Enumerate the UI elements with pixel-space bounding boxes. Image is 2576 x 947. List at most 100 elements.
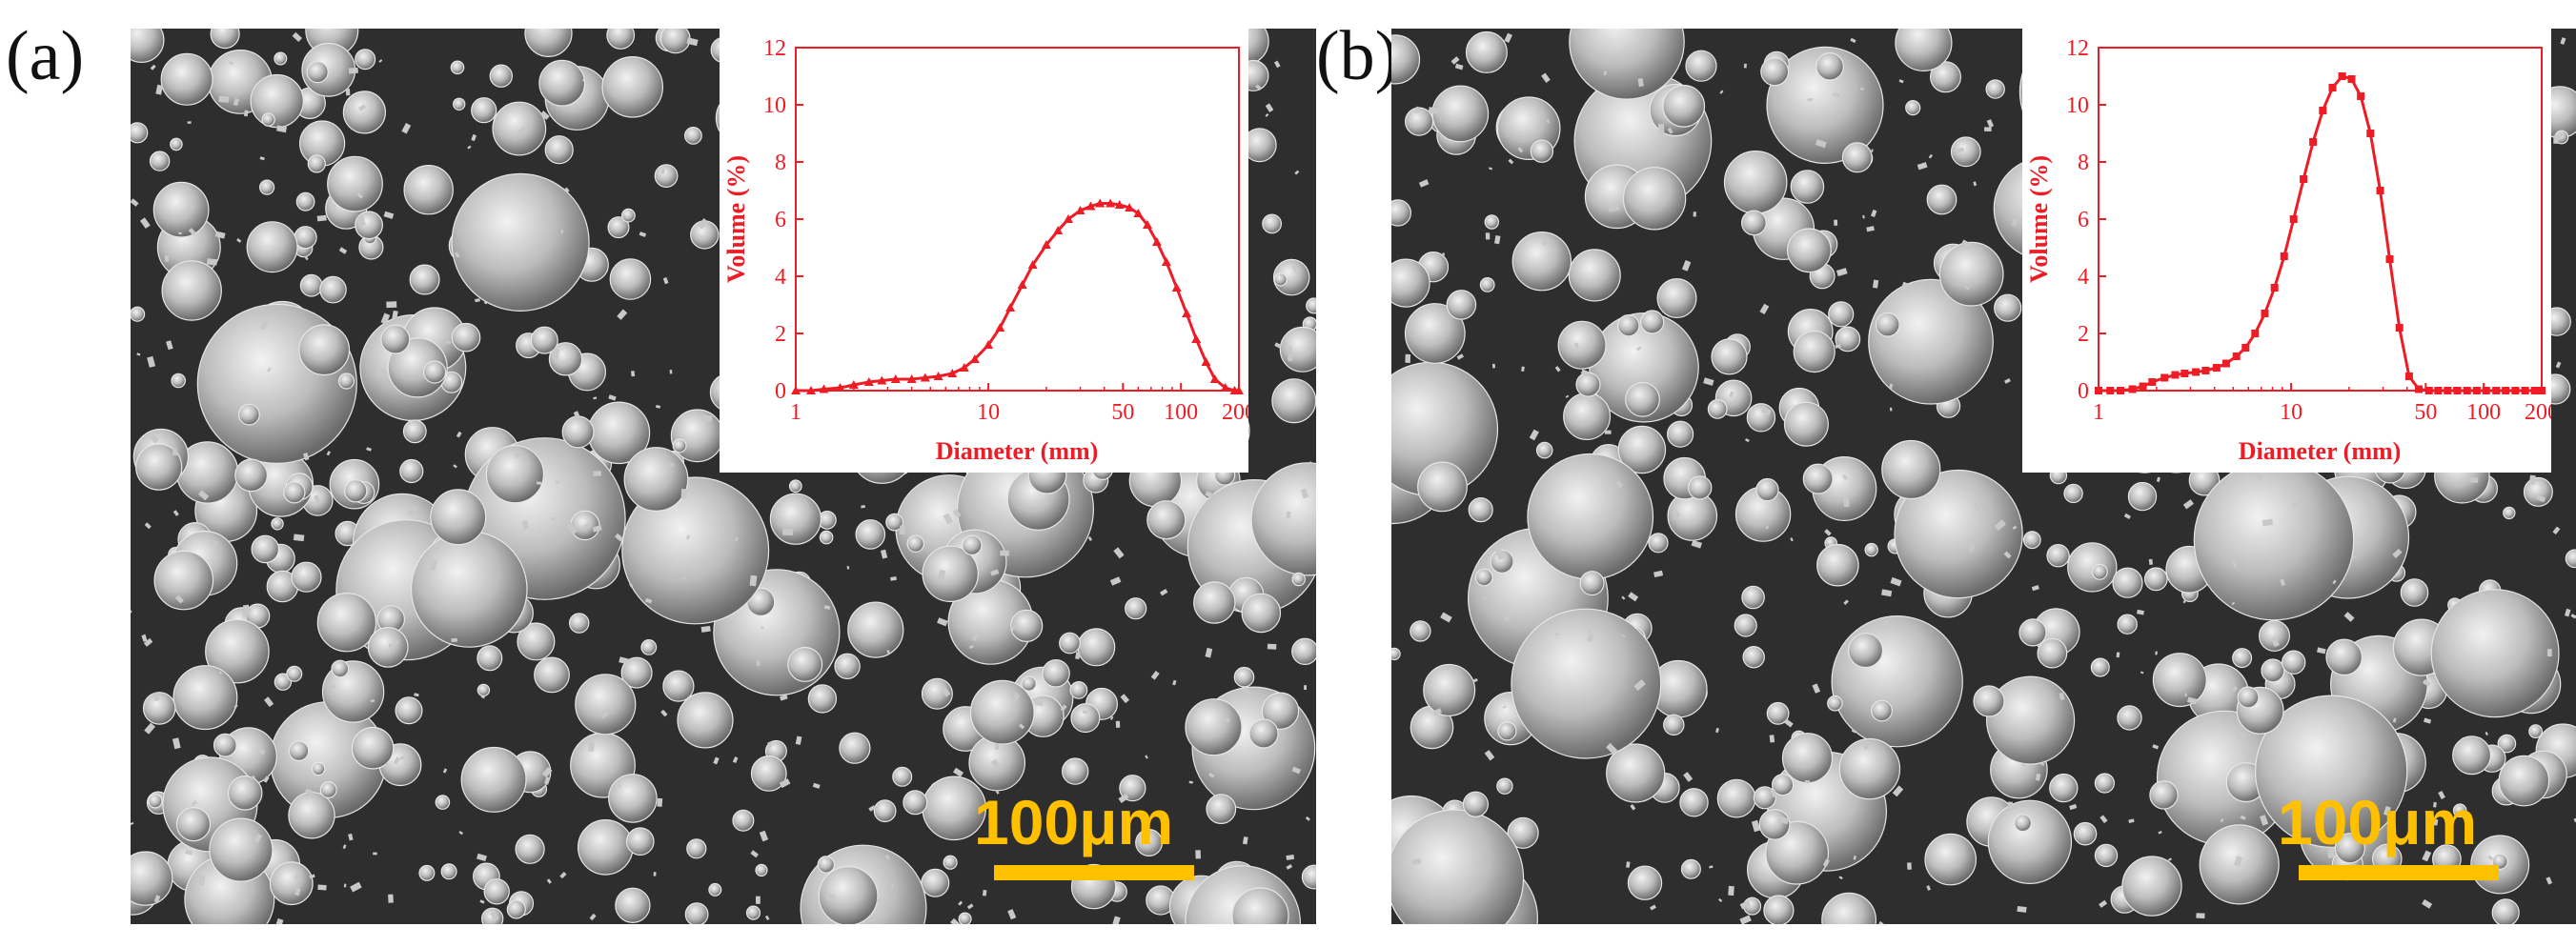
powder-flake	[1405, 353, 1411, 363]
powder-particle	[818, 866, 879, 924]
powder-particle	[1490, 549, 1514, 574]
powder-flake	[350, 881, 362, 893]
powder-flake	[1834, 219, 1838, 226]
powder-particle	[2523, 476, 2553, 507]
powder-flake	[552, 348, 560, 360]
data-point	[947, 369, 958, 377]
powder-particle	[807, 684, 838, 714]
powder-particle	[1802, 463, 1834, 494]
powder-flake	[143, 637, 153, 647]
powder-flake	[2422, 678, 2431, 687]
data-point	[1161, 257, 1171, 266]
powder-flake	[1300, 488, 1309, 499]
y-tick-label: 6	[775, 208, 786, 232]
powder-flake	[131, 608, 132, 616]
powder-flake	[2220, 817, 2224, 823]
powder-particle	[517, 622, 556, 661]
powder-flake	[546, 878, 552, 884]
powder-particle	[1042, 658, 1070, 688]
powder-particle	[2258, 619, 2290, 652]
powder-flake	[1605, 202, 1610, 208]
powder-flake	[2422, 850, 2432, 862]
powder-flake	[1718, 897, 1723, 902]
data-point	[791, 386, 801, 394]
powder-particle	[847, 601, 904, 658]
powder-particle	[1496, 777, 1513, 795]
powder-flake	[1286, 864, 1293, 870]
powder-flake	[388, 643, 393, 649]
powder-flake	[1836, 268, 1848, 277]
powder-particle	[817, 856, 836, 874]
powder-flake	[453, 464, 457, 469]
powder-flake	[1851, 729, 1856, 734]
powder-flake	[2560, 37, 2566, 45]
x-tick-label: 100	[1164, 400, 1198, 425]
powder-particle	[1233, 666, 1255, 688]
powder-particle	[524, 29, 573, 57]
powder-particle	[534, 656, 570, 694]
powder-particle	[1864, 542, 1878, 557]
scale-bar-a	[994, 865, 1194, 880]
powder-flake	[483, 301, 488, 305]
powder-particle	[885, 513, 903, 532]
x-axis-label: Diameter (mm)	[936, 437, 1099, 465]
powder-particle	[343, 479, 368, 503]
powder-flake	[1770, 788, 1777, 798]
powder-flake	[750, 850, 760, 858]
powder-flake	[1265, 103, 1274, 112]
powder-flake	[593, 471, 601, 476]
powder-particle	[440, 863, 457, 880]
powder-particle	[2013, 814, 2032, 833]
powder-particle	[1895, 29, 1953, 71]
data-point	[2530, 387, 2539, 394]
powder-flake	[2235, 730, 2248, 741]
powder-particle	[1474, 568, 1493, 587]
powder-flake	[1491, 363, 1495, 369]
powder-particle	[962, 534, 983, 556]
powder-particle	[403, 164, 454, 215]
powder-particle	[1010, 609, 1044, 643]
powder-particle	[2452, 803, 2467, 817]
powder-flake	[1291, 766, 1301, 775]
powder-particle	[921, 677, 953, 710]
powder-particle	[2073, 821, 2098, 846]
data-point	[1085, 201, 1096, 211]
powder-flake	[713, 756, 720, 765]
powder-flake	[2422, 898, 2433, 909]
powder-particle	[1755, 477, 1779, 502]
powder-flake	[1835, 343, 1841, 349]
data-point	[1125, 203, 1135, 212]
powder-flake	[1286, 511, 1291, 519]
powder-flake	[2158, 831, 2162, 835]
powder-flake	[172, 737, 181, 750]
powder-particle	[1656, 278, 1697, 319]
powder-flake	[1288, 346, 1292, 352]
data-point	[1143, 220, 1153, 229]
powder-particle	[477, 645, 503, 672]
powder-flake	[1637, 78, 1644, 87]
powder-flake	[2469, 476, 2479, 483]
powder-particle	[2121, 856, 2182, 917]
powder-particle	[609, 258, 652, 300]
powder-particle	[2193, 459, 2355, 621]
powder-flake	[1541, 236, 1550, 247]
data-point	[2251, 330, 2260, 337]
powder-flake	[589, 913, 597, 921]
powder-particle	[298, 324, 351, 376]
powder-flake	[2426, 817, 2439, 826]
powder-flake	[302, 453, 310, 461]
powder-particle	[250, 73, 304, 129]
powder-flake	[1636, 346, 1642, 352]
powder-particle	[149, 151, 171, 171]
powder-particle	[855, 519, 886, 550]
powder-particle	[171, 373, 186, 389]
powder-flake	[1120, 694, 1130, 704]
powder-flake	[144, 522, 152, 530]
powder-particle	[1758, 809, 1791, 840]
x-tick-labels: 1 10 50 100 200	[2093, 383, 2551, 425]
powder-particle	[485, 445, 544, 504]
powder-particle	[418, 864, 436, 881]
powder-particle	[1667, 420, 1694, 448]
powder-flake	[313, 494, 321, 504]
powder-flake	[990, 569, 1000, 576]
